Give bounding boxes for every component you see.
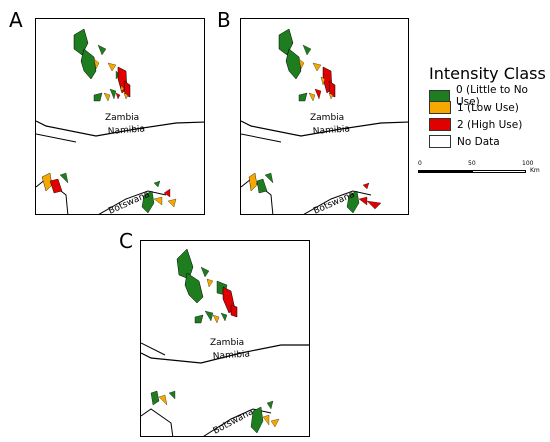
legend-title: Intensity Class (429, 64, 546, 83)
intensity-polygon (97, 44, 107, 56)
panel-letter-a: A (9, 8, 23, 32)
legend-item-1: 1 (Low Use) (429, 101, 519, 114)
legend-swatch-red (429, 118, 451, 131)
intensity-polygon (285, 48, 302, 80)
intensity-polygon (220, 312, 228, 322)
botswana-border (203, 408, 272, 436)
intensity-polygon (312, 62, 322, 72)
intensity-polygon (264, 172, 274, 184)
intensity-polygon (141, 190, 155, 214)
intensity-polygon (109, 88, 117, 100)
map-panel-c: Zambia Namibia Botswana (140, 240, 310, 437)
intensity-polygon (270, 418, 280, 428)
scale-unit: Km (530, 167, 540, 174)
intensity-polygon (73, 28, 89, 56)
botswana-border (98, 190, 167, 214)
zambia-label: Zambia (210, 338, 244, 348)
intensity-polygon (103, 92, 111, 102)
zambia-namibia-border-west (36, 133, 77, 143)
intensity-polygon (262, 414, 270, 426)
intensity-polygon (366, 200, 382, 210)
intensity-polygon (153, 196, 163, 206)
scale-tick-0: 0 (418, 160, 422, 167)
intensity-polygon (184, 272, 204, 304)
intensity-polygon (358, 196, 368, 206)
botswana-border (303, 190, 372, 214)
intensity-polygon (167, 198, 177, 208)
intensity-polygon (123, 92, 129, 100)
legend-swatch-orange (429, 101, 451, 114)
intensity-polygon (302, 44, 312, 56)
scale-tick-100: 100 (522, 160, 534, 167)
legend-item-0: 0 (Little to No Use) (429, 84, 550, 108)
zambia-label: Zambia (310, 113, 344, 123)
legend-item-2: 2 (High Use) (429, 118, 522, 131)
intensity-polygon (204, 310, 214, 322)
intensity-polygon (200, 266, 210, 278)
scale-segment-white (472, 170, 526, 173)
intensity-polygon (346, 190, 360, 214)
intensity-polygon (153, 180, 161, 188)
panel-letter-b: B (217, 8, 231, 32)
map-panel-b: Zambia Namibia Botswana (240, 18, 409, 215)
legend-label-1: 1 (Low Use) (457, 101, 519, 114)
intensity-polygon (80, 48, 97, 80)
intensity-polygon (266, 400, 274, 410)
intensity-polygon (328, 80, 336, 98)
intensity-polygon (93, 58, 100, 70)
intensity-polygon (298, 92, 308, 102)
legend-item-3: No Data (429, 135, 500, 148)
intensity-polygon (150, 390, 160, 406)
intensity-polygon (158, 394, 168, 406)
namibia-label: Namibia (213, 349, 251, 362)
intensity-polygon (256, 178, 268, 194)
zambia-namibia-border-west (241, 133, 282, 143)
zambia-namibia-border (241, 120, 408, 137)
intensity-polygon (120, 84, 125, 92)
intensity-polygon (107, 62, 117, 72)
intensity-polygon (298, 58, 305, 70)
intensity-polygon (328, 92, 334, 100)
botswana-label: Botswana (212, 407, 256, 436)
intensity-polygon (194, 314, 204, 324)
zambia-namibia-border (36, 120, 204, 137)
legend-label-3: No Data (457, 135, 500, 148)
intensity-polygon (212, 314, 220, 324)
intensity-polygon (59, 172, 69, 184)
intensity-polygon (168, 390, 176, 400)
intensity-polygon (362, 182, 370, 190)
intensity-polygon (49, 178, 63, 194)
scale-segment-black (418, 170, 472, 173)
legend-label-2: 2 (High Use) (457, 118, 523, 131)
intensity-polygon (308, 92, 316, 102)
zambia-namibia-border (141, 344, 309, 364)
namibia-label: Namibia (313, 124, 351, 137)
scale-tick-50: 50 (468, 160, 476, 167)
intensity-polygon (93, 92, 103, 102)
intensity-polygon (115, 92, 121, 100)
map-b-canvas: Zambia Namibia Botswana (241, 28, 408, 214)
intensity-polygon (250, 406, 264, 434)
intensity-polygon (176, 248, 194, 280)
intensity-polygon (320, 76, 326, 86)
intensity-polygon (123, 80, 131, 98)
intensity-polygon (248, 172, 258, 192)
intensity-polygon (206, 278, 214, 288)
legend-swatch-nodata (429, 135, 451, 148)
zambia-namibia-border-west (141, 342, 166, 356)
legend-label-0: 0 (Little to No Use) (455, 84, 528, 108)
intensity-polygon (163, 188, 171, 198)
intensity-polygon (278, 28, 294, 56)
namibia-label: Namibia (108, 124, 146, 137)
namibia-border-west (141, 408, 174, 436)
intensity-polygon (230, 304, 238, 318)
scale-bar: 0 50 100 Km (418, 160, 548, 180)
intensity-polygon (314, 88, 322, 100)
panel-letter-c: C (119, 229, 133, 253)
map-a-canvas: Zambia Namibia Botswana (36, 28, 204, 214)
map-c-canvas: Zambia Namibia Botswana (141, 248, 309, 436)
map-panel-a: Zambia Namibia Botswana (35, 18, 205, 215)
zambia-label: Zambia (105, 113, 139, 123)
